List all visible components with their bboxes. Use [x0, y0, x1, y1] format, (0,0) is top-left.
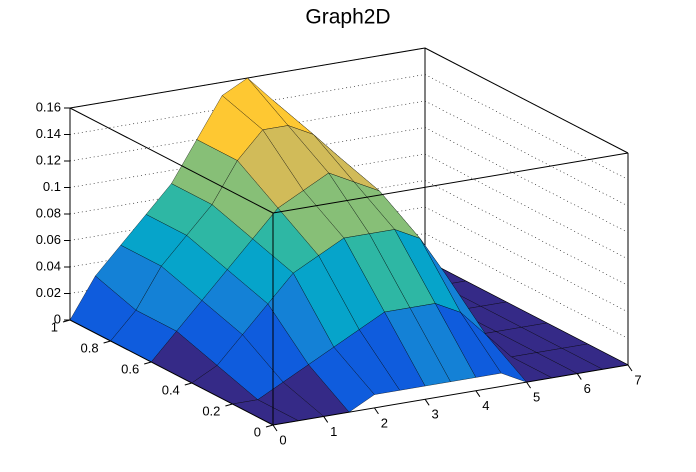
y-tick-label: 0.6	[121, 361, 139, 376]
grid-line	[69, 47, 629, 154]
y-tick-label: 0	[254, 424, 261, 439]
chart-title: Graph2D	[305, 6, 390, 29]
tick-mark	[225, 403, 233, 407]
tick-mark	[627, 364, 633, 372]
grid-line	[69, 74, 629, 180]
tick-mark	[526, 381, 531, 389]
tick-mark	[103, 340, 111, 344]
axis-line	[69, 319, 274, 426]
tick-mark	[374, 407, 379, 415]
grid-line	[69, 100, 629, 207]
x-tick-label: 7	[634, 372, 641, 387]
z-tick-label: 0.02	[36, 285, 61, 300]
z-tick-label: 0.14	[36, 126, 61, 141]
y-tick-label: 0.2	[202, 403, 220, 418]
tick-mark	[144, 361, 152, 365]
x-tick-label: 0	[279, 432, 286, 447]
z-tick-label: 0	[54, 311, 61, 326]
x-tick-label: 6	[584, 381, 591, 396]
z-tick-label: 0.04	[36, 258, 61, 273]
tick-mark	[62, 319, 71, 323]
tick-mark	[576, 373, 582, 380]
tick-mark	[424, 399, 430, 406]
x-tick-label: 1	[330, 424, 337, 439]
z-tick-label: 0.16	[36, 99, 61, 114]
tick-mark	[475, 390, 481, 397]
x-tick-label: 4	[482, 398, 489, 413]
x-tick-label: 3	[432, 407, 439, 422]
y-tick-label: 0.8	[81, 340, 99, 355]
z-tick-label: 0.08	[36, 205, 61, 220]
x-tick-label: 2	[381, 415, 388, 430]
tick-mark	[184, 382, 192, 386]
axis-box	[272, 152, 629, 214]
tick-mark	[323, 416, 329, 423]
z-tick-label: 0.1	[43, 179, 61, 194]
x-tick-label: 5	[533, 390, 540, 405]
axis-line	[272, 364, 629, 426]
z-tick-label: 0.06	[36, 232, 61, 247]
axis-box	[424, 47, 629, 154]
axis-box	[69, 107, 274, 214]
y-tick-label: 1	[51, 319, 58, 334]
tick-mark	[265, 424, 274, 428]
y-tick-label: 0.4	[162, 382, 180, 397]
tick-mark	[272, 424, 278, 432]
z-tick-label: 0.12	[36, 152, 61, 167]
